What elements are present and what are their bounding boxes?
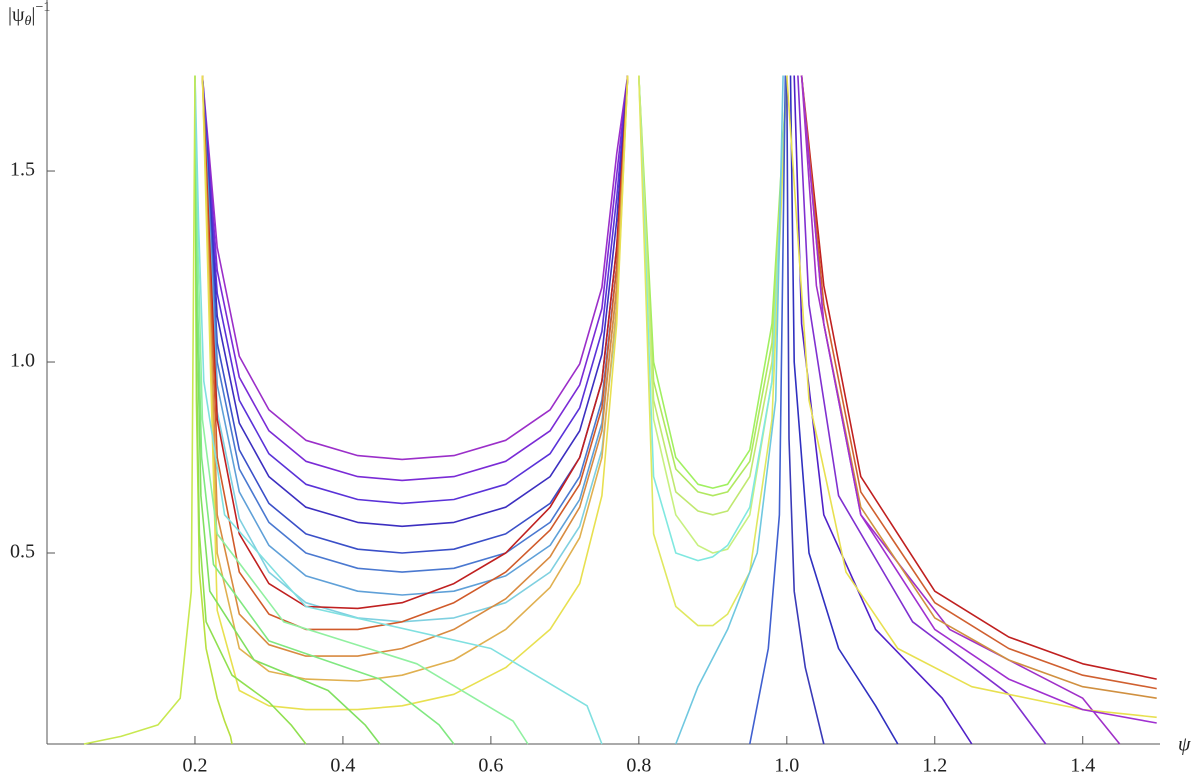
curve	[749, 75, 787, 745]
curve	[638, 75, 788, 627]
curve	[201, 75, 629, 554]
curve	[793, 75, 973, 745]
curve	[194, 75, 529, 745]
x-tick-label: 1.2	[922, 755, 947, 777]
curve	[638, 75, 788, 497]
curve	[201, 75, 629, 657]
curve	[83, 75, 196, 745]
curve	[201, 75, 629, 528]
curve	[675, 75, 784, 745]
curve	[194, 75, 603, 745]
curve	[201, 75, 629, 482]
curve	[638, 75, 788, 489]
y-axis-label: |ψθ|−1	[8, 0, 50, 29]
curve	[638, 75, 788, 516]
curve	[800, 75, 1157, 680]
curve	[786, 75, 825, 745]
x-tick-label: 0.4	[330, 755, 355, 777]
curve	[201, 75, 629, 573]
curve	[800, 75, 1157, 690]
y-tick-label: 1.5	[10, 159, 35, 181]
y-tick-label: 1.0	[10, 350, 35, 372]
x-tick-label: 1.0	[774, 755, 799, 777]
x-axis-label: ψ	[1178, 734, 1191, 756]
curve	[800, 75, 1157, 699]
x-tick-label: 0.6	[478, 755, 503, 777]
curve	[201, 75, 629, 505]
curve	[789, 75, 899, 745]
curve	[201, 75, 629, 461]
x-tick-label: 1.4	[1070, 755, 1095, 777]
curve	[638, 75, 788, 562]
curve	[201, 75, 629, 631]
curve	[800, 75, 1121, 745]
curve	[201, 75, 629, 610]
x-tick-label: 0.2	[182, 755, 207, 777]
curve	[201, 75, 629, 623]
curve	[194, 75, 381, 745]
y-tick-label: 0.5	[10, 541, 35, 563]
curve	[194, 75, 455, 745]
x-tick-label: 0.8	[626, 755, 651, 777]
curve	[797, 75, 1047, 745]
curve	[638, 75, 788, 554]
curve	[201, 75, 629, 711]
curve	[800, 75, 1157, 724]
curve	[201, 75, 629, 682]
curve	[194, 75, 307, 745]
